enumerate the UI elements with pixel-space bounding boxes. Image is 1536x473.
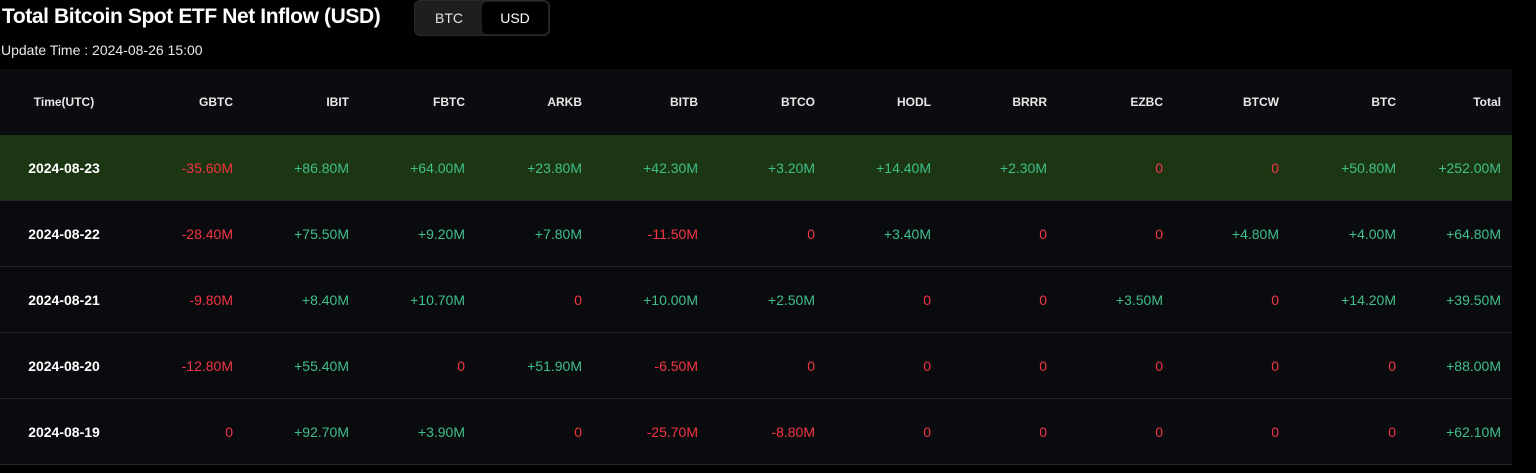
cell-btcw: 0 (1271, 423, 1279, 440)
cell-btco: +3.20M (767, 159, 815, 176)
cell-fbtc: +10.70M (410, 291, 465, 308)
cell-hodl: 0 (923, 423, 931, 440)
cell-arkb: 0 (574, 423, 582, 440)
cell-ezbc: 0 (1155, 159, 1163, 176)
table-row[interactable]: 2024-08-22 -28.40M +75.50M +9.20M +7.80M -11.… (0, 201, 1512, 267)
cell-fbtc: +3.90M (417, 423, 465, 440)
cell-ibit: +75.50M (294, 225, 349, 242)
cell-btcw: 0 (1271, 159, 1279, 176)
cell-hodl: 0 (923, 357, 931, 374)
cell-bitb: -6.50M (654, 357, 698, 374)
cell-brrr: 0 (1039, 225, 1047, 242)
column-header-total: Total (1473, 95, 1501, 109)
cell-ibit: +8.40M (301, 291, 349, 308)
cell-btc: +4.00M (1348, 225, 1396, 242)
cell-ezbc: 0 (1155, 225, 1163, 242)
cell-brrr: +2.30M (999, 159, 1047, 176)
cell-total: +39.50M (1446, 291, 1501, 308)
cell-arkb: +7.80M (534, 225, 582, 242)
column-header-btc: BTC (1371, 95, 1396, 109)
row-date: 2024-08-23 (28, 159, 100, 176)
cell-btcw: 0 (1271, 291, 1279, 308)
cell-btc: +50.80M (1341, 159, 1396, 176)
cell-gbtc: -28.40M (181, 225, 233, 242)
cell-ezbc: 0 (1155, 423, 1163, 440)
cell-bitb: -11.50M (647, 225, 698, 242)
cell-btc: +14.20M (1341, 291, 1396, 308)
cell-hodl: 0 (923, 291, 931, 308)
unit-toggle: BTC USD (414, 0, 550, 36)
cell-hodl: +3.40M (883, 225, 931, 242)
column-header-ezbc: EZBC (1130, 95, 1163, 109)
row-date: 2024-08-19 (28, 423, 100, 440)
cell-btc: 0 (1388, 423, 1396, 440)
cell-arkb: +51.90M (527, 357, 582, 374)
cell-ibit: +86.80M (294, 159, 349, 176)
cell-gbtc: -9.80M (189, 291, 233, 308)
page-title: Total Bitcoin Spot ETF Net Inflow (USD) (2, 5, 381, 28)
column-header-time-utc: Time(UTC) (33, 95, 95, 109)
cell-btco: -8.80M (771, 423, 815, 440)
cell-total: +88.00M (1446, 357, 1501, 374)
cell-bitb: -25.70M (646, 423, 698, 440)
column-header-arkb: ARKB (547, 95, 582, 109)
cell-btco: 0 (807, 225, 815, 242)
cell-ibit: +55.40M (294, 357, 349, 374)
table-row[interactable]: 2024-08-21 -9.80M +8.40M +10.70M 0 +10.00M +2.… (0, 267, 1512, 333)
cell-total: +62.10M (1446, 423, 1501, 440)
column-header-brrr: BRRR (1012, 95, 1047, 109)
cell-fbtc: 0 (457, 357, 465, 374)
table-row[interactable]: 2024-08-23 -35.60M +86.80M +64.00M +23.80M +4… (0, 135, 1512, 201)
cell-bitb: +42.30M (643, 159, 698, 176)
cell-fbtc: +9.20M (417, 225, 465, 242)
cell-ezbc: +3.50M (1115, 291, 1163, 308)
column-header-ibit: IBIT (326, 95, 349, 109)
column-header-gbtc: GBTC (199, 95, 233, 109)
column-header-bitb: BITB (670, 95, 698, 109)
cell-bitb: +10.00M (643, 291, 698, 308)
column-header-btcw: BTCW (1243, 95, 1279, 109)
cell-gbtc: -35.60M (181, 159, 233, 176)
cell-btco: 0 (807, 357, 815, 374)
row-date: 2024-08-22 (28, 225, 100, 242)
cell-brrr: 0 (1039, 291, 1047, 308)
cell-brrr: 0 (1039, 423, 1047, 440)
cell-ezbc: 0 (1155, 357, 1163, 374)
toggle-usd-button[interactable]: USD (482, 2, 548, 34)
cell-btc: 0 (1388, 357, 1396, 374)
page-header: Total Bitcoin Spot ETF Net Inflow (USD) … (0, 0, 1536, 69)
cell-arkb: +23.80M (527, 159, 582, 176)
cell-btcw: 0 (1271, 357, 1279, 374)
cell-gbtc: -12.80M (181, 357, 233, 374)
cell-arkb: 0 (574, 291, 582, 308)
cell-hodl: +14.40M (876, 159, 931, 176)
cell-btco: +2.50M (767, 291, 815, 308)
column-header-hodl: HODL (897, 95, 931, 109)
table-header-row: Time(UTC) GBTC IBIT FBTC ARKB BITB BTCO HODL BRR… (0, 69, 1512, 135)
cell-fbtc: +64.00M (410, 159, 465, 176)
row-date: 2024-08-21 (28, 291, 100, 308)
table-row[interactable]: 2024-08-19 0 +92.70M +3.90M 0 -25.70M -8.80M 0 0… (0, 399, 1512, 465)
column-header-fbtc: FBTC (433, 95, 465, 109)
cell-brrr: 0 (1039, 357, 1047, 374)
cell-total: +252.00M (1438, 159, 1501, 176)
cell-ibit: +92.70M (294, 423, 349, 440)
etf-flow-table: Time(UTC) GBTC IBIT FBTC ARKB BITB BTCO HODL BRR… (0, 69, 1512, 465)
cell-total: +64.80M (1446, 225, 1501, 242)
update-time: Update Time : 2024-08-26 15:00 (1, 42, 203, 58)
toggle-btc-button[interactable]: BTC (435, 10, 463, 26)
row-date: 2024-08-20 (28, 357, 100, 374)
column-header-btco: BTCO (781, 95, 815, 109)
cell-btcw: +4.80M (1231, 225, 1279, 242)
cell-gbtc: 0 (225, 423, 233, 440)
table-row[interactable]: 2024-08-20 -12.80M +55.40M 0 +51.90M -6.50M 0 0… (0, 333, 1512, 399)
